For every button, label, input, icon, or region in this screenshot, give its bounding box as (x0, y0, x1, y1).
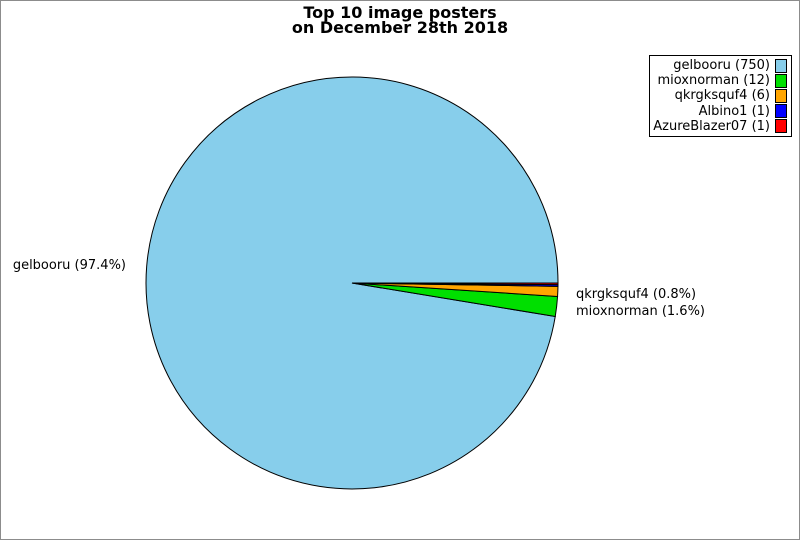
slice-label-gelbooru: gelbooru (97.4%) (12, 258, 126, 273)
legend-label-azureblazer07: AzureBlazer07 (1) (653, 118, 770, 134)
chart-title: Top 10 image posters on December 28th 20… (1, 3, 799, 37)
slice-label-mioxnorman: mioxnorman (1.6%) (576, 304, 706, 319)
chart-title-line1: Top 10 image posters (303, 3, 497, 22)
chart-title-line2: on December 28th 2018 (291, 18, 509, 37)
legend-label-gelbooru: gelbooru (750) (673, 58, 770, 74)
legend-row-qkrgksquf4: qkrgksquf4 (6) (650, 88, 791, 103)
legend-label-qkrgksquf4: qkrgksquf4 (6) (674, 88, 770, 104)
legend-swatch-qkrgksquf4 (775, 88, 787, 103)
legend-swatch-albino1 (775, 104, 787, 119)
legend-swatch-mioxnorman (775, 73, 787, 88)
legend-label-mioxnorman: mioxnorman (12) (657, 73, 770, 89)
legend-row-gelbooru: gelbooru (750) (650, 58, 791, 73)
legend-row-azureblazer07: AzureBlazer07 (1) (650, 119, 791, 134)
legend-label-albino1: Albino1 (1) (698, 103, 770, 119)
legend-swatch-azureblazer07 (775, 119, 787, 134)
legend-row-albino1: Albino1 (1) (650, 104, 791, 119)
legend-swatch-gelbooru (775, 58, 787, 73)
legend-row-mioxnorman: mioxnorman (12) (650, 73, 791, 88)
legend: gelbooru (750) mioxnorman (12) qkrgksquf… (649, 55, 792, 137)
slice-label-qkrgksquf4: qkrgksquf4 (0.8%) (576, 287, 697, 302)
pie-slice-azureblazer07 (351, 282, 559, 286)
